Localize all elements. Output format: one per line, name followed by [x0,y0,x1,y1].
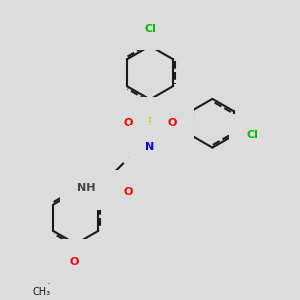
Text: S: S [146,116,154,129]
Text: NH: NH [77,183,95,193]
Text: O: O [70,257,79,267]
Text: N: N [146,142,154,152]
Text: Cl: Cl [246,130,258,140]
Text: Cl: Cl [144,24,156,34]
Text: O: O [123,118,132,128]
Text: NH: NH [64,256,83,266]
Text: O: O [168,118,177,128]
Text: O: O [124,187,133,196]
Text: CH₃: CH₃ [32,287,51,297]
